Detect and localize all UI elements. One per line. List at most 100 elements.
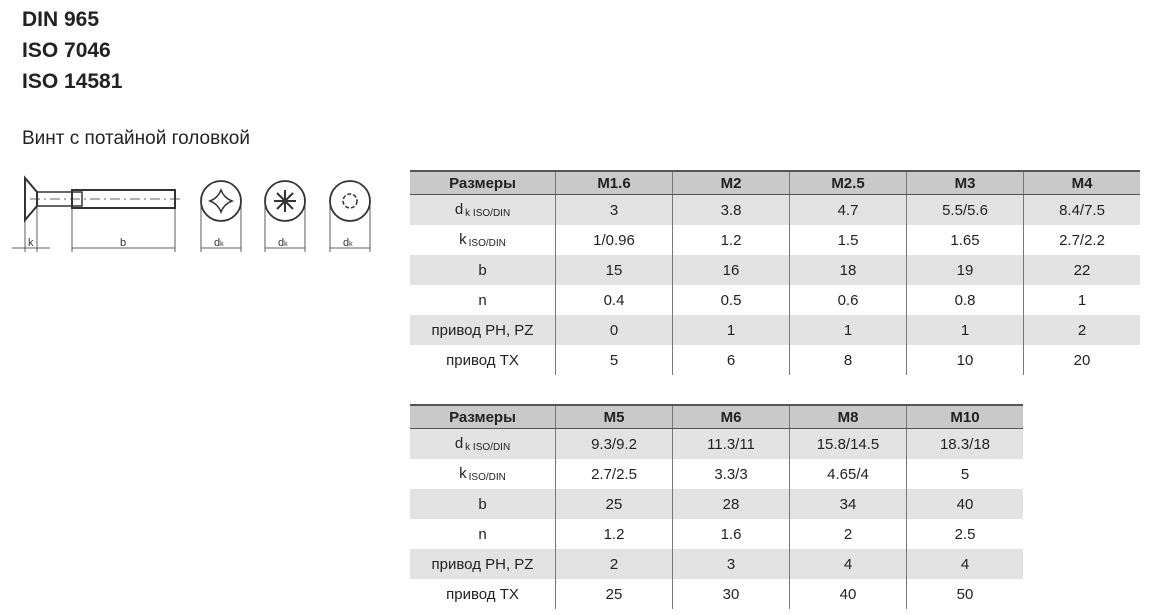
value-cell: 22 (1023, 255, 1140, 285)
value-cell: 25 (555, 579, 673, 609)
header-cell: Размеры (410, 171, 556, 195)
row-label: n (478, 525, 487, 543)
value-cell: 15 (555, 255, 673, 285)
dimensions-table-1: Размеры M1.6 M2 M2.5 M3 M4 d k ISO/DIN 3 3.8 4.7 5.… (410, 170, 1140, 375)
label-dk: dk (278, 237, 288, 249)
value-cell: 4 (789, 549, 907, 579)
value-cell: 5 (906, 459, 1023, 489)
row-label-subscript: ISO/DIN (468, 472, 506, 483)
value-cell: 18.3/18 (906, 428, 1023, 459)
header-cell: M1.6 (555, 171, 673, 195)
header-cell: M8 (789, 405, 907, 429)
value-cell: 1.2 (555, 519, 673, 549)
screw-drawing: k b dk dk dk (12, 175, 371, 252)
row-label-subscript: k ISO/DIN (465, 442, 511, 453)
row-label: привод TX (446, 585, 519, 603)
value-cell: 8.4/7.5 (1023, 194, 1140, 225)
value-cell: 16 (672, 255, 790, 285)
value-cell: 15.8/14.5 (789, 428, 907, 459)
value-cell: 1.65 (906, 225, 1024, 255)
value-cell: 2 (555, 549, 673, 579)
dimensions-table-2: Размеры M5 M6 M8 M10 d k ISO/DIN 9.3/9.2 11.3/11… (410, 404, 1023, 609)
value-cell: 5 (555, 345, 673, 375)
value-cell: 1 (1023, 285, 1140, 315)
value-cell: 9.3/9.2 (555, 428, 673, 459)
value-cell: 4.65/4 (789, 459, 907, 489)
row-label: k ISO/DIN (459, 231, 506, 249)
row-label: привод TX (446, 351, 519, 369)
value-cell: 2.7/2.5 (555, 459, 673, 489)
value-cell: 11.3/11 (672, 428, 790, 459)
row-label: n (478, 291, 487, 309)
header-cell: M6 (672, 405, 790, 429)
label-dk: dk (343, 237, 353, 249)
pozidriv-head-icon (264, 180, 306, 222)
row-label-subscript: ISO/DIN (468, 238, 506, 249)
table-row: k ISO/DIN 1/0.96 1.2 1.5 1.65 2.7/2.2 (410, 225, 1140, 255)
value-cell: 0.8 (906, 285, 1024, 315)
value-cell: 40 (789, 579, 907, 609)
header-cell: M10 (906, 405, 1023, 429)
value-cell: 2.5 (906, 519, 1023, 549)
table-row: привод TX 5 6 8 10 20 (410, 345, 1140, 375)
table-row: b 25 28 34 40 (410, 489, 1023, 519)
table-row: n 0.4 0.5 0.6 0.8 1 (410, 285, 1140, 315)
value-cell: 0.6 (789, 285, 907, 315)
value-cell: 0.4 (555, 285, 673, 315)
value-cell: 1 (789, 315, 907, 345)
value-cell: 25 (555, 489, 673, 519)
value-cell: 8 (789, 345, 907, 375)
value-cell: 3 (555, 194, 673, 225)
header-cell: M3 (906, 171, 1024, 195)
value-cell: 40 (906, 489, 1023, 519)
header-cell: M2.5 (789, 171, 907, 195)
header-cell: M2 (672, 171, 790, 195)
value-cell: 6 (672, 345, 790, 375)
value-cell: 1.5 (789, 225, 907, 255)
value-cell: 5.5/5.6 (906, 194, 1024, 225)
header-cell: M5 (555, 405, 673, 429)
row-label: k ISO/DIN (459, 465, 506, 483)
value-cell: 1.6 (672, 519, 790, 549)
value-cell: 34 (789, 489, 907, 519)
table-row: b 15 16 18 19 22 (410, 255, 1140, 285)
value-cell: 0 (555, 315, 673, 345)
value-cell: 18 (789, 255, 907, 285)
table-row: k ISO/DIN 2.7/2.5 3.3/3 4.65/4 5 (410, 459, 1023, 489)
row-label: привод PH, PZ (410, 549, 556, 579)
value-cell: 1 (906, 315, 1024, 345)
label-dk: dk (214, 237, 224, 249)
table-row: привод PH, PZ 2 3 4 4 (410, 549, 1023, 579)
table-row: n 1.2 1.6 2 2.5 (410, 519, 1023, 549)
value-cell: 3.3/3 (672, 459, 790, 489)
value-cell: 30 (672, 579, 790, 609)
value-cell: 0.5 (672, 285, 790, 315)
standard-din-965: DIN 965 (22, 8, 100, 31)
header-cell: Размеры (410, 405, 556, 429)
value-cell: 1/0.96 (555, 225, 673, 255)
label-k: k (28, 237, 34, 249)
label-b: b (120, 237, 126, 249)
value-cell: 4 (906, 549, 1023, 579)
value-cell: 1 (672, 315, 790, 345)
value-cell: 3.8 (672, 194, 790, 225)
value-cell: 28 (672, 489, 790, 519)
row-label: b (410, 489, 556, 519)
row-label: привод PH, PZ (410, 315, 556, 345)
value-cell: 20 (1023, 345, 1140, 375)
table-row: привод PH, PZ 0 1 1 1 2 (410, 315, 1140, 345)
torx-head-icon (329, 180, 371, 222)
phillips-head-icon (200, 180, 242, 222)
standard-iso-7046: ISO 7046 (22, 39, 111, 62)
value-cell: 4.7 (789, 194, 907, 225)
value-cell: 2 (1023, 315, 1140, 345)
table-row: привод TX 25 30 40 50 (410, 579, 1023, 609)
screw-side-view (12, 175, 180, 252)
value-cell: 3 (672, 549, 790, 579)
header-row: Размеры M1.6 M2 M2.5 M3 M4 (410, 171, 1140, 195)
value-cell: 10 (906, 345, 1024, 375)
